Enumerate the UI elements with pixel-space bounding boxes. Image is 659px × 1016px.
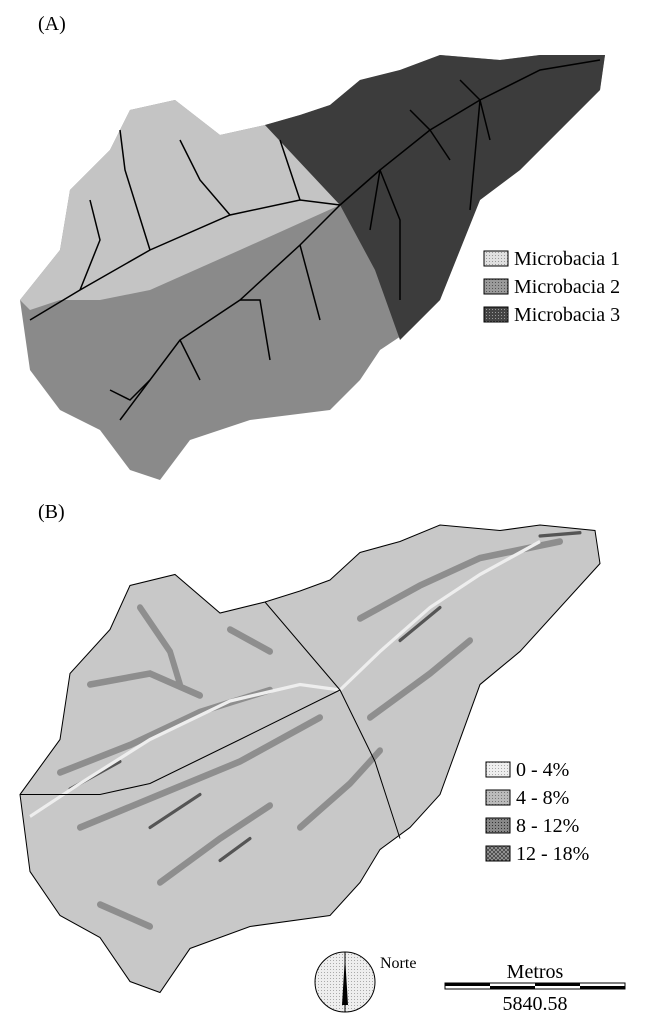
shape — [445, 983, 490, 986]
legend-swatch — [486, 762, 510, 777]
north-label: Norte — [380, 955, 416, 972]
legend-swatch — [484, 279, 508, 294]
legend-label: 0 - 4% — [516, 759, 569, 781]
legend-label: Microbacia 3 — [514, 304, 620, 326]
shape — [490, 986, 535, 989]
shape — [535, 983, 580, 986]
legend-swatch — [486, 818, 510, 833]
legend-label: Microbacia 1 — [514, 248, 620, 270]
panel-label: (A) — [38, 13, 66, 35]
map-b — [20, 525, 600, 993]
scale-length: 5840.58 — [503, 993, 568, 1015]
legend-a: Microbacia 1 Microbacia 2 Microbacia 3 — [484, 248, 620, 326]
legend-swatch — [484, 251, 508, 266]
legend-label: 8 - 12% — [516, 815, 579, 837]
scale-bar: Metros 5840.58 — [445, 961, 625, 1015]
slope-base — [20, 525, 600, 993]
panel-label: (B) — [38, 501, 65, 523]
legend-swatch — [486, 790, 510, 805]
shape — [580, 986, 625, 989]
legend-label: 4 - 8% — [516, 787, 569, 809]
scale-unit: Metros — [507, 961, 564, 983]
legend-swatch — [484, 307, 508, 322]
legend-label: 12 - 18% — [516, 843, 589, 865]
legend-b: 0 - 4% 4 - 8% 8 - 12% 12 - 18% — [486, 759, 589, 865]
figure: (A) Microbacia 1 Microbacia 2 Microbacia… — [0, 0, 659, 1016]
north-arrow: Norte — [315, 952, 416, 1012]
legend-swatch — [486, 846, 510, 861]
legend-label: Microbacia 2 — [514, 276, 620, 298]
